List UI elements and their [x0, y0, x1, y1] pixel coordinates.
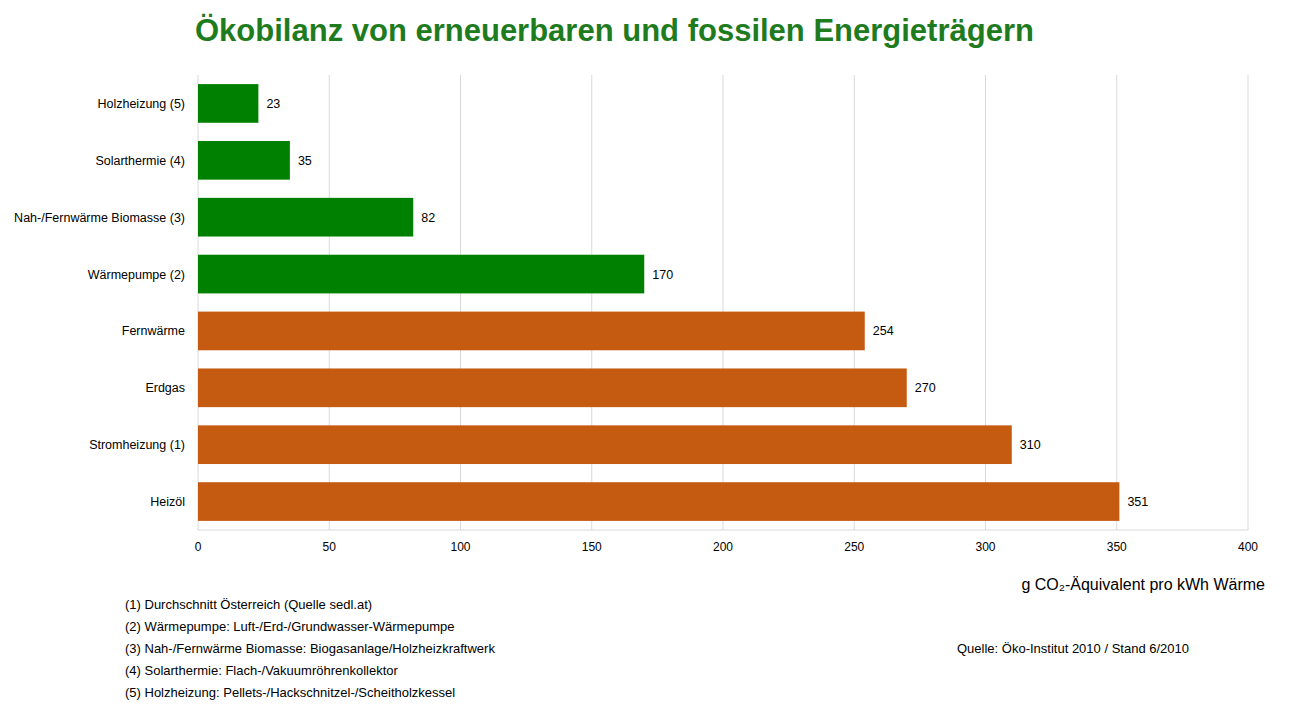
- data-label: 270: [915, 381, 936, 395]
- chart: Ökobilanz von erneuerbaren und fossilen …: [0, 0, 1291, 713]
- category-label: Erdgas: [145, 381, 185, 395]
- footnote: (3) Nah-/Fernwärme Biomasse: Biogasanlag…: [125, 641, 495, 656]
- chart-container: Ökobilanz von erneuerbaren und fossilen …: [0, 0, 1291, 713]
- data-label: 35: [298, 154, 312, 168]
- data-label: 170: [652, 268, 673, 282]
- x-axis-label: g CO₂-Äquivalent pro kWh Wärme: [1021, 576, 1265, 593]
- source: Quelle: Öko-Institut 2010 / Stand 6/2010: [957, 641, 1189, 656]
- grid-line: [1248, 75, 1249, 530]
- data-label: 351: [1127, 495, 1148, 509]
- tick-label: 250: [844, 540, 864, 554]
- footnote: (5) Holzheizung: Pellets-/Hackschnitzel-…: [125, 685, 455, 700]
- data-label: 310: [1020, 438, 1041, 452]
- footnote: (4) Solarthermie: Flach-/Vakuumröhrenkol…: [125, 663, 399, 678]
- x-axis-line: [198, 530, 1248, 531]
- category-label: Wärmepumpe (2): [88, 268, 185, 282]
- title: Ökobilanz von erneuerbaren und fossilen …: [195, 13, 1034, 48]
- tick-label: 400: [1238, 540, 1258, 554]
- tick-label: 300: [975, 540, 995, 554]
- category-label: Solarthermie (4): [95, 154, 185, 168]
- category-label: Fernwärme: [122, 324, 185, 338]
- category-label: Nah-/Fernwärme Biomasse (3): [14, 211, 185, 225]
- bar: [198, 482, 1119, 521]
- category-label: Holzheizung (5): [97, 97, 185, 111]
- data-label: 254: [873, 324, 894, 338]
- bar: [198, 255, 644, 294]
- tick-label: 200: [713, 540, 733, 554]
- footnote: (2) Wärmepumpe: Luft-/Erd-/Grundwasser-W…: [125, 619, 454, 634]
- grid-line: [1116, 75, 1117, 530]
- grid: [198, 75, 1248, 530]
- category-label: Heizöl: [150, 495, 185, 509]
- bar: [198, 312, 865, 351]
- bars: [198, 84, 1119, 521]
- category-label: Stromheizung (1): [89, 438, 185, 452]
- bar: [198, 141, 290, 180]
- footnote: (1) Durchschnitt Österreich (Quelle sedl…: [125, 597, 372, 612]
- data-label: 23: [266, 97, 280, 111]
- data-label: 82: [421, 211, 435, 225]
- tick-label: 50: [323, 540, 337, 554]
- tick-label: 150: [582, 540, 602, 554]
- tick-label: 100: [450, 540, 470, 554]
- bar: [198, 425, 1012, 464]
- bar: [198, 368, 907, 407]
- tick-label: 0: [195, 540, 202, 554]
- bar: [198, 84, 258, 123]
- bar: [198, 198, 413, 237]
- tick-label: 350: [1107, 540, 1127, 554]
